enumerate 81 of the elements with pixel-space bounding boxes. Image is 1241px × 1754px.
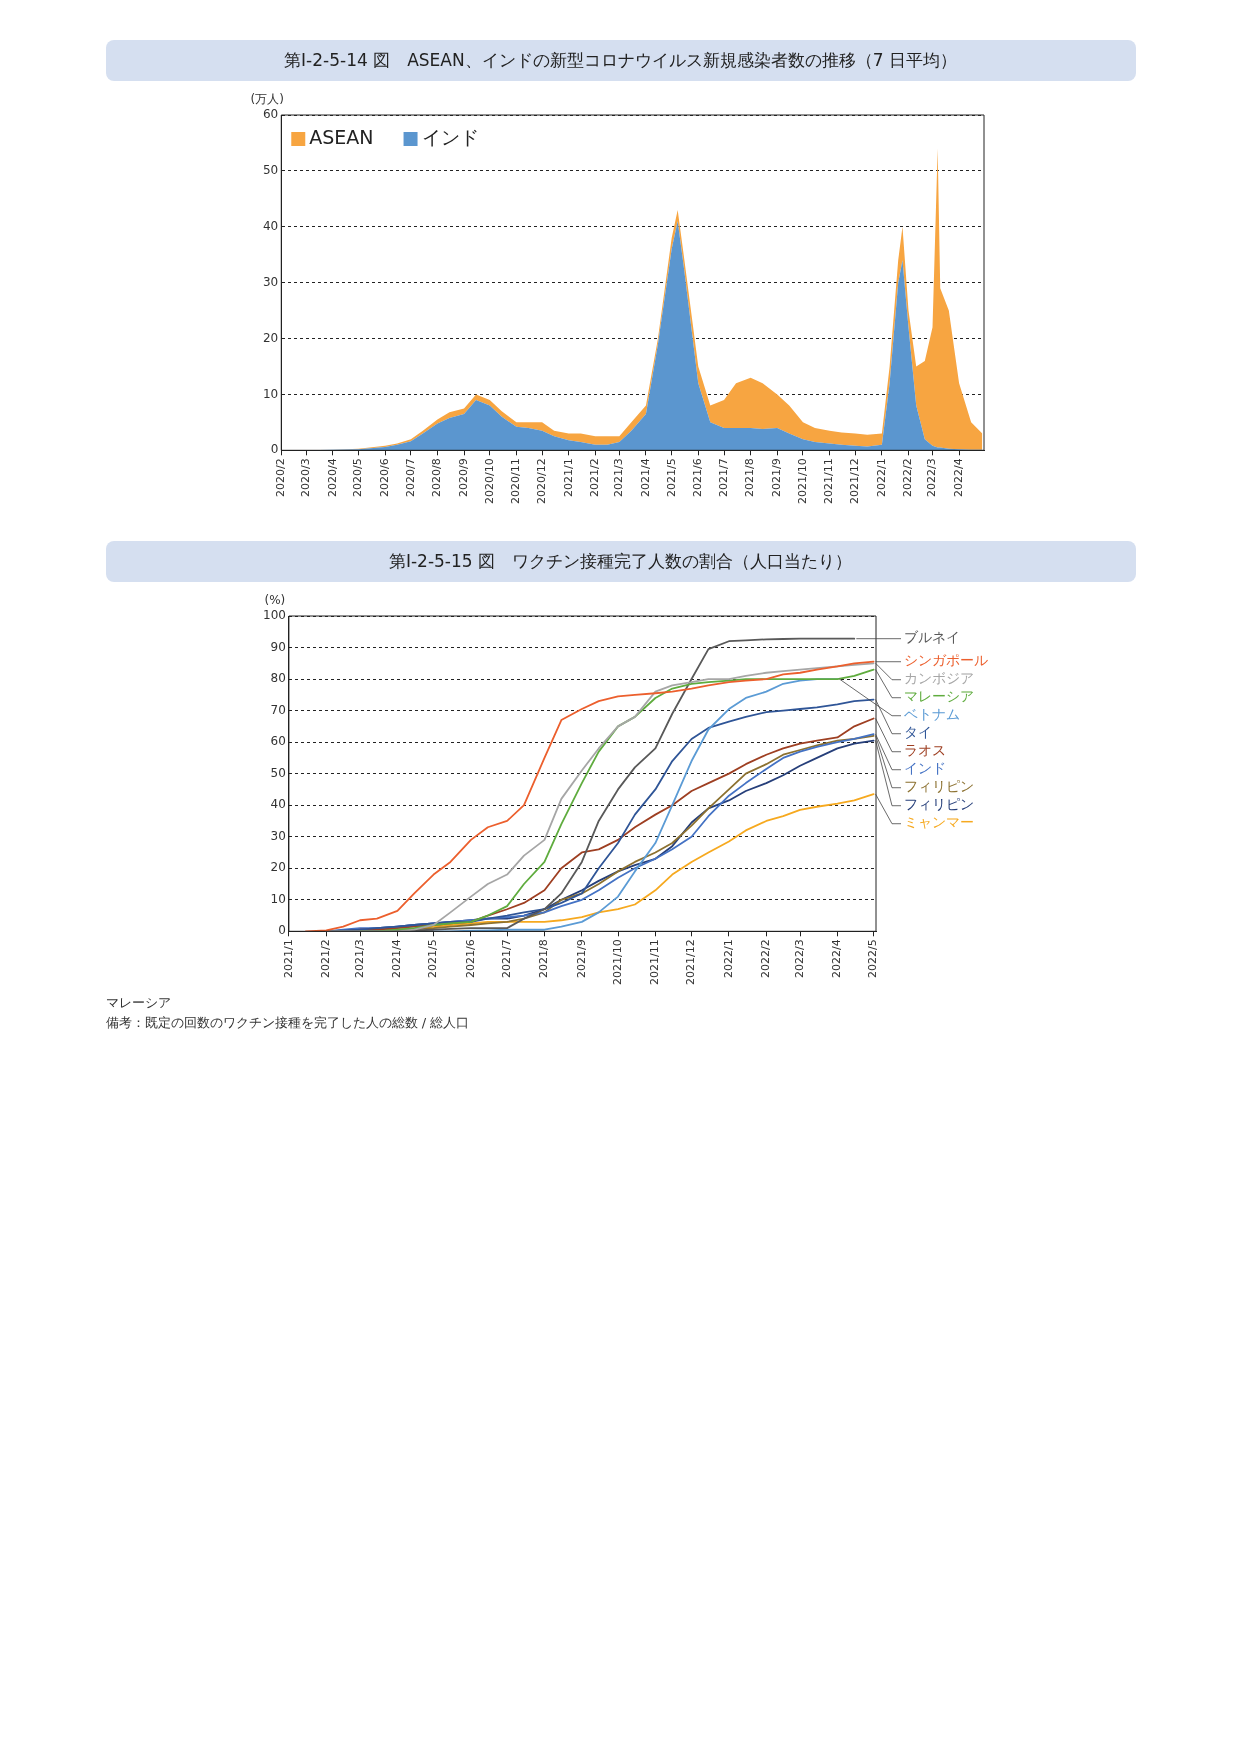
x-tick-label: 2022/4: [951, 458, 965, 498]
y-tick-label: 60: [262, 107, 278, 122]
legend-label: インド: [421, 125, 479, 148]
y-tick-label: 70: [270, 702, 286, 717]
chart-title: 第Ⅰ-2-5-14 図 ASEAN、インドの新型コロナウイルス新規感染者数の推移（7 日平均）: [105, 40, 1136, 81]
x-tick-label: 2020/12: [534, 458, 548, 505]
y-tick-label: 30: [262, 274, 278, 289]
y-tick-label: 40: [270, 797, 286, 812]
x-tick-label: 2020/5: [350, 458, 364, 498]
text: フィリピン: [903, 778, 974, 795]
text: インド: [903, 760, 946, 777]
x-tick-label: 2021/5: [425, 939, 439, 979]
y-tick-label: 20: [262, 330, 278, 345]
text: マレーシア: [903, 688, 974, 705]
x-tick-label: 2021/6: [463, 939, 477, 979]
text: ブルネイ: [903, 629, 960, 646]
x-tick-label: 2022/2: [758, 939, 772, 979]
text: ラオス: [903, 742, 946, 759]
x-tick-label: 2021/2: [587, 458, 601, 498]
text: フィリピン: [903, 796, 974, 813]
y-tick-label: 100: [262, 608, 286, 623]
x-tick-label: 2021/11: [647, 939, 661, 986]
y-tick-label: 20: [270, 860, 286, 875]
x-tick-label: 2022/1: [721, 939, 735, 979]
text: シンガポール: [903, 652, 988, 669]
y-tick-label: 50: [270, 765, 286, 780]
x-tick-label: 2021/3: [352, 939, 366, 979]
y-tick-label: 40: [262, 218, 278, 233]
text: ミャンマー: [903, 814, 974, 831]
x-tick-label: 2020/11: [508, 458, 522, 505]
x-tick-label: 2020/8: [429, 458, 443, 498]
x-tick-label: 2021/4: [389, 939, 403, 979]
x-tick-label: 2020/2: [273, 458, 287, 498]
y-tick-label: 60: [270, 734, 286, 749]
x-tick-label: 2022/5: [865, 939, 879, 979]
x-tick-label: 2021/4: [638, 458, 652, 498]
y-tick-label: 50: [262, 163, 278, 178]
x-tick-label: 2022/3: [792, 939, 806, 979]
x-tick-label: 2020/10: [482, 458, 496, 505]
y-tick-label: 80: [270, 671, 286, 686]
y-tick-label: 10: [270, 891, 286, 906]
y-tick-label: 0: [270, 442, 278, 457]
x-tick-label: 2021/5: [664, 458, 678, 498]
x-tick-label: 2021/8: [742, 458, 756, 498]
x-tick-label: 2022/2: [900, 458, 914, 498]
x-tick-label: 2022/1: [874, 458, 888, 498]
text: カンボジア: [903, 670, 974, 687]
text: タイ: [903, 724, 932, 741]
x-tick-label: 2021/2: [318, 939, 332, 979]
chart-title: 第Ⅰ-2-5-15 図 ワクチン接種完了人数の割合（人口当たり）: [105, 541, 1136, 582]
x-tick-label: 2021/1: [281, 939, 295, 979]
y-axis-title: (%): [264, 593, 285, 608]
legend-label: ASEAN: [308, 125, 374, 148]
x-tick-label: 2022/4: [829, 939, 843, 979]
x-tick-label: 2022/3: [924, 458, 938, 498]
x-tick-label: 2021/9: [574, 939, 588, 979]
text: ベトナム: [903, 706, 960, 723]
x-tick-label: 2021/10: [610, 939, 624, 986]
x-tick-label: 2021/3: [611, 458, 625, 498]
x-tick-label: 2021/9: [769, 458, 783, 498]
x-tick-label: 2020/3: [298, 458, 312, 498]
y-axis-title: (万人): [250, 92, 284, 107]
x-tick-label: 2020/9: [456, 458, 470, 498]
x-tick-label: 2021/7: [716, 458, 730, 498]
x-tick-label: 2021/10: [795, 458, 809, 505]
y-tick-label: 90: [270, 639, 286, 654]
x-tick-label: 2021/1: [561, 458, 575, 498]
x-tick-label: 2021/12: [683, 939, 697, 986]
y-tick-label: 0: [277, 923, 286, 938]
x-tick-label: 2020/4: [325, 458, 339, 498]
x-tick-label: 2020/6: [377, 458, 391, 498]
x-tick-label: 2021/11: [821, 458, 835, 505]
x-tick-label: 2021/12: [847, 458, 861, 505]
y-tick-label: 10: [262, 386, 278, 401]
text: 備考：既定の回数のワクチン接種を完了した人の総数 / 総人口: [105, 1014, 471, 1032]
x-tick-label: 2021/8: [536, 939, 550, 979]
x-tick-label: 2020/7: [403, 458, 417, 498]
x-tick-label: 2021/7: [499, 939, 513, 979]
y-tick-label: 30: [270, 828, 286, 843]
x-tick-label: 2021/6: [690, 458, 704, 498]
text: マレーシア: [105, 994, 172, 1012]
